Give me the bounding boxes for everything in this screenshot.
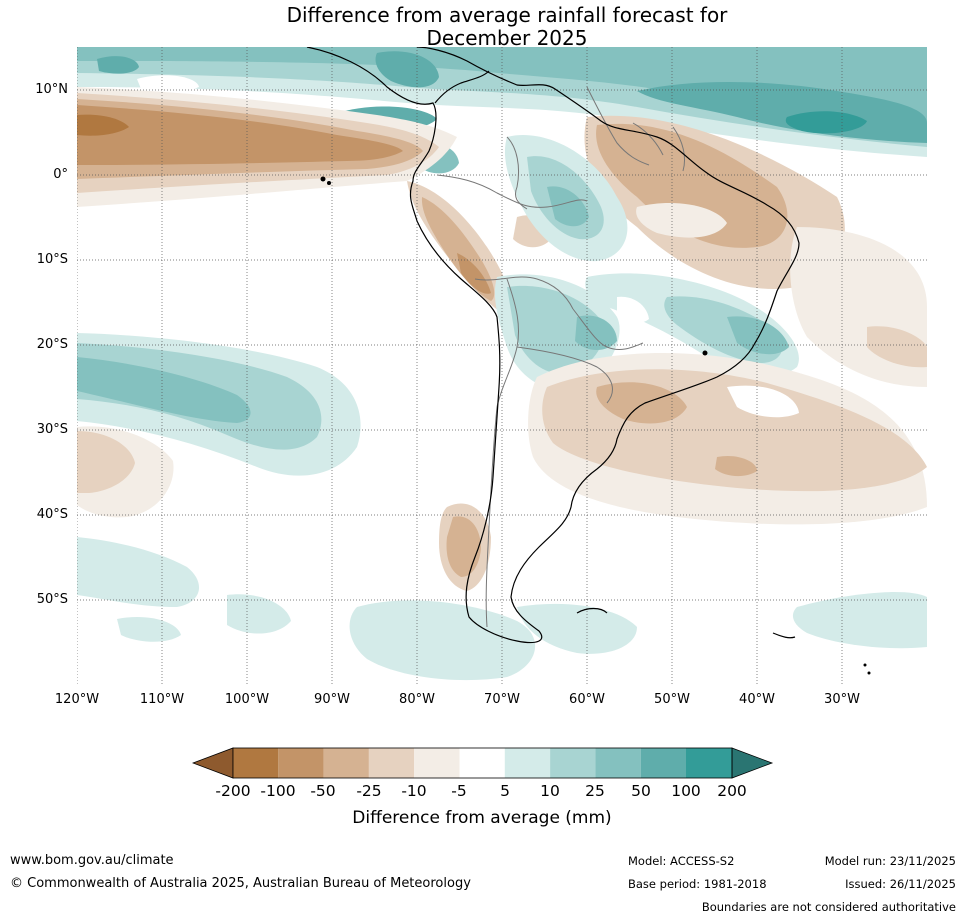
issued-date: Issued: 26/11/2025: [845, 877, 956, 891]
lat-label-20s: 20°S: [36, 337, 68, 352]
dry-area-patagonia: [439, 503, 491, 591]
lon-label-120w: 120°W: [54, 692, 100, 707]
lon-label-60w: 60°W: [569, 692, 605, 707]
rainfall-map[interactable]: [77, 47, 927, 685]
boundaries-note: Boundaries are not considered authoritat…: [701, 900, 956, 914]
lat-label-10n: 10°N: [35, 82, 68, 97]
colorbar-extend-low: [191, 747, 234, 779]
map-title: Difference from average rainfall forecas…: [0, 4, 965, 50]
colorbar-tick: 100: [671, 782, 701, 800]
model-name: Model: ACCESS-S2: [628, 854, 735, 868]
colorbar-bin-5-10: [504, 748, 551, 778]
lat-label-10s: 10°S: [36, 252, 68, 267]
lon-label-30w: 30°W: [824, 692, 860, 707]
lat-label-0: 0°: [53, 167, 68, 182]
colorbar-bin-minus10-minus5: [414, 748, 460, 778]
wet-area-south-pacific: [77, 333, 361, 476]
coastline-south-america: [306, 47, 800, 644]
colorbar: [191, 747, 774, 783]
islands: [320, 176, 871, 675]
colorbar-tick: -10: [401, 782, 427, 800]
colorbar-bin-100-200: [686, 748, 732, 778]
website-link[interactable]: www.bom.gov.au/climate: [10, 853, 174, 868]
colorbar-bin-25-50: [595, 748, 641, 778]
colorbar-tick: 50: [631, 782, 651, 800]
dry-band-equatorial: [77, 87, 457, 207]
colorbar-tick: 25: [585, 782, 605, 800]
model-run-date: Model run: 23/11/2025: [824, 854, 956, 868]
colorbar-tick: -100: [260, 782, 296, 800]
base-period: Base period: 1981-2018: [628, 877, 767, 891]
lon-label-50w: 50°W: [654, 692, 690, 707]
colorbar-tick: -200: [215, 782, 251, 800]
colorbar-tick: 10: [540, 782, 560, 800]
graticule: [77, 47, 927, 685]
dry-area-atlantic: [790, 227, 927, 387]
lon-label-110w: 110°W: [139, 692, 185, 707]
colorbar-bin-minus100-minus50: [278, 748, 324, 778]
country-borders: [436, 86, 686, 628]
wet-area-far-south: [77, 537, 927, 681]
colorbar-bin-minus25-minus10: [368, 748, 415, 778]
colorbar-tick: 5: [500, 782, 510, 800]
title-line-2: December 2025: [426, 26, 588, 50]
colorbar-tick: 200: [717, 782, 747, 800]
dry-area-south-pacific: [77, 426, 174, 518]
dry-area-south-east: [528, 353, 927, 525]
lon-label-80w: 80°W: [399, 692, 435, 707]
lat-label-50s: 50°S: [36, 592, 68, 607]
colorbar-title: Difference from average (mm): [352, 808, 612, 828]
lat-label-30s: 30°S: [36, 422, 68, 437]
colorbar-bin-minus5-5: [459, 748, 505, 778]
colorbar-tick: -25: [356, 782, 382, 800]
colorbar-bin-minus200-minus100: [233, 748, 279, 778]
lon-label-90w: 90°W: [314, 692, 350, 707]
colorbar-bin-50-100: [640, 748, 686, 778]
lon-label-40w: 40°W: [739, 692, 775, 707]
colorbar-extend-high: [731, 747, 774, 779]
colorbar-tick: -5: [451, 782, 467, 800]
lon-label-100w: 100°W: [224, 692, 270, 707]
title-line-1: Difference from average rainfall forecas…: [286, 3, 728, 27]
colorbar-bin-minus50-minus25: [323, 748, 369, 778]
lat-label-40s: 40°S: [36, 507, 68, 522]
lon-label-70w: 70°W: [484, 692, 520, 707]
colorbar-tick: -50: [310, 782, 336, 800]
colorbar-bin-10-25: [550, 748, 596, 778]
copyright-text: © Commonwealth of Australia 2025, Austra…: [10, 876, 471, 891]
dry-area-andes: [407, 181, 514, 317]
